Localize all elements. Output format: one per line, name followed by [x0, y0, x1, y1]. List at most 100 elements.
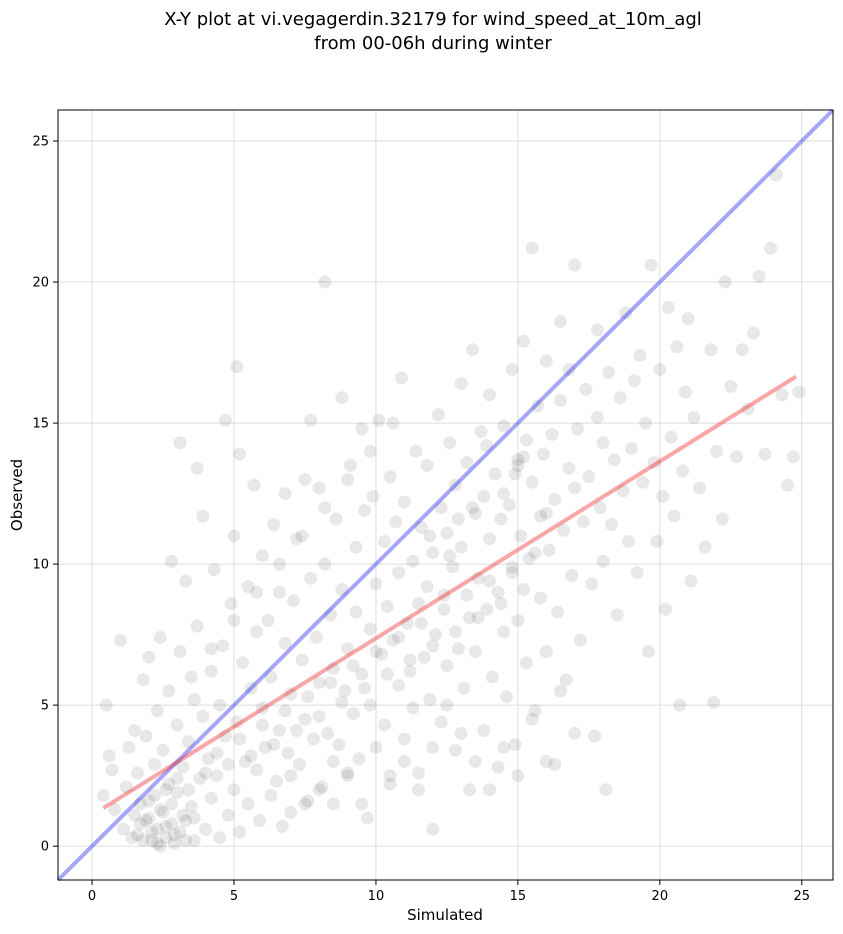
data-point-71	[247, 478, 261, 492]
data-point-362	[553, 684, 567, 698]
data-point-333	[414, 616, 428, 630]
data-point-139	[386, 633, 400, 647]
data-point-133	[375, 647, 389, 661]
data-point-143	[394, 371, 408, 385]
data-point-266	[667, 509, 681, 523]
data-point-84	[272, 585, 286, 599]
data-point-343	[528, 546, 542, 560]
scatter-points	[96, 168, 806, 853]
data-point-369	[341, 769, 355, 783]
data-point-121	[349, 605, 363, 619]
data-point-159	[426, 822, 440, 836]
data-point-109	[326, 661, 340, 675]
data-point-306	[148, 788, 162, 802]
data-point-72	[250, 763, 264, 777]
data-point-14	[136, 673, 150, 687]
data-point-271	[681, 312, 695, 326]
data-point-383	[423, 529, 437, 543]
data-point-144	[397, 732, 411, 746]
data-point-202	[514, 529, 528, 543]
data-point-35	[176, 760, 190, 774]
data-point-276	[704, 343, 718, 357]
data-point-349	[295, 529, 309, 543]
data-point-114	[335, 391, 349, 405]
data-point-356	[468, 755, 482, 769]
data-point-310	[170, 771, 184, 785]
data-point-264	[661, 300, 675, 314]
data-point-382	[443, 549, 457, 563]
data-point-90	[284, 805, 298, 819]
data-point-107	[321, 726, 335, 740]
data-point-277	[707, 695, 721, 709]
x-tick-label-10: 10	[368, 889, 385, 904]
data-point-181	[471, 571, 485, 585]
data-point-261	[653, 362, 667, 376]
data-point-293	[792, 385, 806, 399]
data-point-221	[553, 394, 567, 408]
plot-frame	[57, 109, 834, 881]
data-point-127	[363, 622, 377, 636]
data-point-85	[275, 819, 289, 833]
data-point-246	[610, 608, 624, 622]
data-point-22	[150, 836, 164, 850]
data-point-238	[590, 323, 604, 337]
data-point-146	[400, 616, 414, 630]
data-point-25	[156, 743, 170, 757]
data-point-253	[630, 566, 644, 580]
data-point-334	[426, 639, 440, 653]
data-point-340	[494, 597, 508, 611]
data-point-237	[590, 410, 604, 424]
data-point-290	[775, 388, 789, 402]
data-point-341	[505, 560, 519, 574]
data-point-367	[426, 740, 440, 754]
data-point-129	[366, 489, 380, 503]
data-point-188	[485, 670, 499, 684]
data-point-292	[786, 450, 800, 464]
data-point-52	[210, 769, 224, 783]
data-point-365	[397, 755, 411, 769]
data-point-287	[758, 447, 772, 461]
data-point-214	[539, 645, 553, 659]
data-point-329	[369, 645, 383, 659]
data-point-244	[605, 518, 619, 532]
data-point-141	[392, 678, 406, 692]
data-point-282	[729, 450, 743, 464]
data-point-94	[295, 653, 309, 667]
chart-title-line-2: from 00-06h during winter	[314, 33, 552, 54]
data-point-169	[448, 743, 462, 757]
data-point-69	[241, 797, 255, 811]
data-point-172	[454, 377, 468, 391]
data-point-217	[545, 427, 559, 441]
data-point-263	[659, 602, 673, 616]
data-point-330	[380, 667, 394, 681]
data-point-33	[173, 436, 187, 450]
data-point-98	[304, 571, 318, 585]
data-point-379	[480, 439, 494, 453]
data-point-311	[176, 808, 190, 822]
data-point-304	[133, 797, 147, 811]
data-point-117	[341, 766, 355, 780]
data-point-101	[309, 630, 323, 644]
data-point-240	[596, 554, 610, 568]
data-point-295	[139, 814, 153, 828]
data-point-368	[355, 797, 369, 811]
data-point-115	[338, 684, 352, 698]
data-point-173	[454, 540, 468, 554]
data-point-374	[511, 458, 525, 472]
data-point-325	[324, 676, 338, 690]
data-point-361	[539, 755, 553, 769]
data-point-41	[187, 834, 201, 848]
data-point-243	[602, 365, 616, 379]
data-point-51	[207, 563, 221, 577]
x-tick-label-5: 5	[230, 889, 238, 904]
data-point-83	[272, 724, 286, 738]
data-point-354	[440, 698, 454, 712]
data-point-288	[764, 241, 778, 255]
data-point-366	[412, 783, 426, 797]
data-point-346	[227, 614, 241, 628]
data-point-134	[377, 535, 391, 549]
data-point-294	[130, 828, 144, 842]
data-point-281	[724, 379, 738, 393]
data-point-216	[542, 543, 556, 557]
data-point-222	[553, 315, 567, 329]
